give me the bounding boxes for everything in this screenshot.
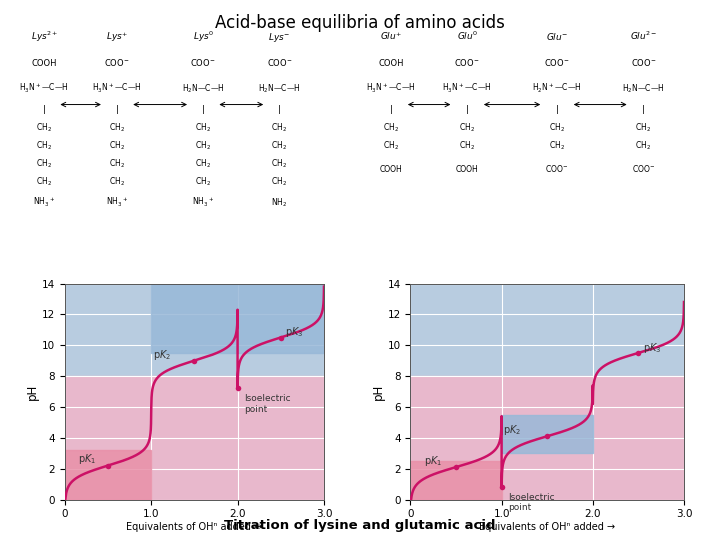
Text: CH$_2$: CH$_2$ <box>271 122 287 134</box>
Text: H$_3$N$^+$—C—H: H$_3$N$^+$—C—H <box>366 82 416 95</box>
Text: p$\mathit{K}_3$: p$\mathit{K}_3$ <box>285 325 303 339</box>
Text: Acid-base equilibria of amino acids: Acid-base equilibria of amino acids <box>215 14 505 31</box>
Text: COO$^{-}$: COO$^{-}$ <box>631 57 656 68</box>
Text: |: | <box>556 105 559 114</box>
Text: CH$_2$: CH$_2$ <box>195 122 211 134</box>
Text: CH$_2$: CH$_2$ <box>549 140 565 152</box>
Text: COOH: COOH <box>379 165 402 174</box>
Text: CH$_2$: CH$_2$ <box>635 140 652 152</box>
Bar <box>502 415 593 453</box>
Text: COOH: COOH <box>378 59 404 68</box>
Text: CH$_2$: CH$_2$ <box>195 140 211 152</box>
Text: CH$_2$: CH$_2$ <box>109 122 125 134</box>
Text: H$_3$N$^+$—C—H: H$_3$N$^+$—C—H <box>442 82 492 95</box>
Text: H$_2$N$^+$—C—H: H$_2$N$^+$—C—H <box>532 82 582 95</box>
Y-axis label: pH: pH <box>372 383 384 400</box>
Bar <box>65 376 324 500</box>
Text: CH$_2$: CH$_2$ <box>635 122 652 134</box>
Text: CH$_2$: CH$_2$ <box>36 158 53 170</box>
Text: Isoelectric
point: Isoelectric point <box>243 394 290 414</box>
Text: Lys$^{-}$: Lys$^{-}$ <box>269 31 290 44</box>
Text: COO$^{-}$: COO$^{-}$ <box>544 57 570 68</box>
Text: CH$_2$: CH$_2$ <box>109 176 125 188</box>
Text: |: | <box>390 105 392 114</box>
X-axis label: Equivalents of OHⁿ added →: Equivalents of OHⁿ added → <box>126 522 263 532</box>
Text: Glu$^{+}$: Glu$^{+}$ <box>380 30 402 42</box>
Text: COOH: COOH <box>456 165 479 174</box>
Bar <box>65 450 151 500</box>
Text: COO$^{-}$: COO$^{-}$ <box>454 57 480 68</box>
Text: CH$_2$: CH$_2$ <box>195 158 211 170</box>
Text: Lys$^{0}$: Lys$^{0}$ <box>193 29 214 44</box>
Text: H$_3$N$^+$—C—H: H$_3$N$^+$—C—H <box>92 82 142 95</box>
Text: H$_2$N—C—H: H$_2$N—C—H <box>258 83 301 95</box>
Text: NH$_3$$^+$: NH$_3$$^+$ <box>192 196 214 209</box>
Text: H$_2$N—C—H: H$_2$N—C—H <box>182 83 225 95</box>
X-axis label: Equivalents of OHⁿ added →: Equivalents of OHⁿ added → <box>479 522 616 532</box>
Text: CH$_2$: CH$_2$ <box>109 158 125 170</box>
Text: H$_3$N$^+$—C—H: H$_3$N$^+$—C—H <box>19 82 69 95</box>
Text: CH$_2$: CH$_2$ <box>459 122 475 134</box>
Text: |: | <box>202 105 204 114</box>
Text: |: | <box>466 105 469 114</box>
Text: Glu$^{2-}$: Glu$^{2-}$ <box>630 29 657 42</box>
Text: CH$_2$: CH$_2$ <box>383 140 399 152</box>
Text: CH$_2$: CH$_2$ <box>195 176 211 188</box>
Text: |: | <box>278 105 281 114</box>
Text: CH$_2$: CH$_2$ <box>271 140 287 152</box>
Text: p$\mathit{K}_2$: p$\mathit{K}_2$ <box>503 423 521 437</box>
Text: COO$^{-}$: COO$^{-}$ <box>545 163 569 174</box>
Text: CH$_2$: CH$_2$ <box>36 140 53 152</box>
Text: CH$_2$: CH$_2$ <box>271 158 287 170</box>
Bar <box>151 284 324 353</box>
Text: Lys$^{+}$: Lys$^{+}$ <box>107 30 128 44</box>
Text: COO$^{-}$: COO$^{-}$ <box>191 57 216 68</box>
Text: Isoelectric
point: Isoelectric point <box>508 493 554 512</box>
Text: CH$_2$: CH$_2$ <box>271 176 287 188</box>
Text: CH$_2$: CH$_2$ <box>109 140 125 152</box>
Text: COO$^{-}$: COO$^{-}$ <box>631 163 655 174</box>
Text: COO$^{-}$: COO$^{-}$ <box>104 57 130 68</box>
Text: Lys$^{2+}$: Lys$^{2+}$ <box>31 29 58 44</box>
Text: |: | <box>42 105 45 114</box>
Text: NH$_3$$^+$: NH$_3$$^+$ <box>33 196 55 209</box>
Bar <box>410 461 502 500</box>
Bar <box>410 376 684 500</box>
Text: COOH: COOH <box>32 59 57 68</box>
Text: CH$_2$: CH$_2$ <box>549 122 565 134</box>
Text: H$_2$N—C—H: H$_2$N—C—H <box>622 83 665 95</box>
Text: CH$_2$: CH$_2$ <box>459 140 475 152</box>
Text: Glu$^{-}$: Glu$^{-}$ <box>546 31 568 42</box>
Text: Titration of lysine and glutamic acid: Titration of lysine and glutamic acid <box>224 519 496 532</box>
Text: p$\mathit{K}_1$: p$\mathit{K}_1$ <box>78 453 96 467</box>
Text: COO$^{-}$: COO$^{-}$ <box>266 57 292 68</box>
Text: NH$_3$$^+$: NH$_3$$^+$ <box>106 196 128 209</box>
Text: |: | <box>642 105 645 114</box>
Text: |: | <box>116 105 119 114</box>
Text: CH$_2$: CH$_2$ <box>383 122 399 134</box>
Text: Glu$^{0}$: Glu$^{0}$ <box>456 29 477 42</box>
Y-axis label: pH: pH <box>26 383 39 400</box>
Text: CH$_2$: CH$_2$ <box>36 176 53 188</box>
Text: CH$_2$: CH$_2$ <box>36 122 53 134</box>
Text: p$\mathit{K}_1$: p$\mathit{K}_1$ <box>424 454 442 468</box>
Text: NH$_2$: NH$_2$ <box>271 197 287 209</box>
Text: p$\mathit{K}_3$: p$\mathit{K}_3$ <box>643 341 661 355</box>
Text: p$\mathit{K}_2$: p$\mathit{K}_2$ <box>153 348 171 362</box>
